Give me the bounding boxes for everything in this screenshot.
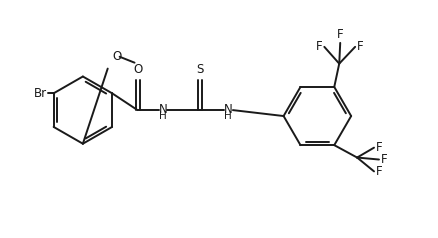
Text: F: F bbox=[316, 40, 322, 53]
Text: H: H bbox=[159, 111, 167, 121]
Text: N: N bbox=[159, 103, 168, 116]
Text: O: O bbox=[133, 63, 142, 75]
Text: F: F bbox=[376, 165, 383, 178]
Text: N: N bbox=[223, 103, 232, 116]
Text: O: O bbox=[112, 50, 121, 63]
Text: S: S bbox=[196, 63, 204, 75]
Text: F: F bbox=[337, 28, 343, 41]
Text: F: F bbox=[381, 153, 388, 166]
Text: Br: Br bbox=[34, 87, 47, 100]
Text: H: H bbox=[224, 111, 232, 121]
Text: F: F bbox=[357, 40, 364, 53]
Text: F: F bbox=[376, 141, 383, 154]
